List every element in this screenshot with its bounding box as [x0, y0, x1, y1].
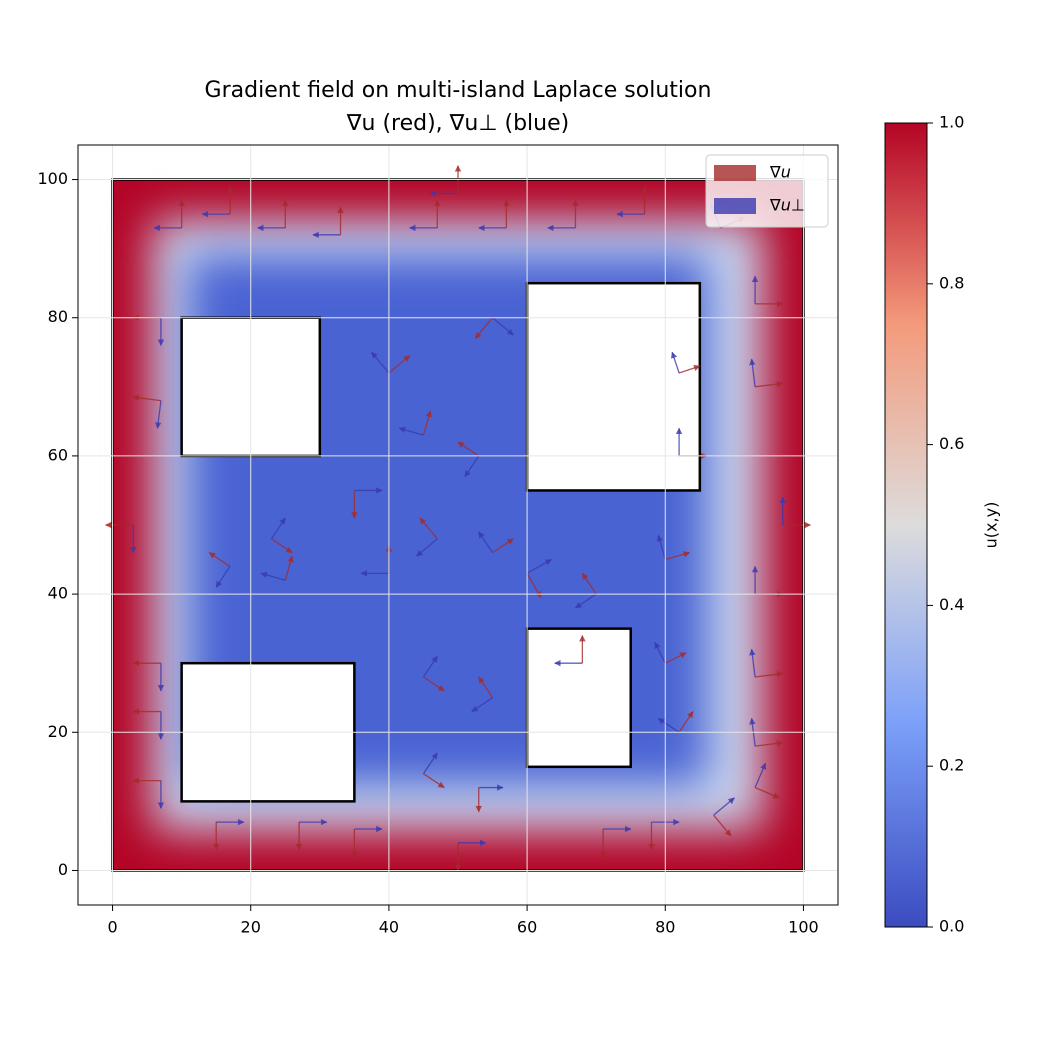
perp-arrow [657, 717, 680, 733]
x-tick-label: 80 [655, 918, 675, 937]
gradient-arrow [271, 538, 293, 554]
gradient-arrow [419, 517, 438, 540]
colorbar-tick-label: 0.4 [939, 595, 964, 614]
perp-arrow [713, 797, 735, 816]
perp-arrow [270, 517, 286, 540]
colorbar [884, 122, 928, 928]
y-tick-label: 80 [48, 307, 68, 326]
perp-arrow [260, 571, 286, 581]
gradient-arrow [492, 538, 514, 554]
legend-swatch [714, 165, 756, 181]
legend-label: ∇u⊥ [769, 196, 805, 215]
gradient-arrow [474, 317, 494, 339]
gradient-arrow [208, 552, 231, 567]
y-tick-label: 40 [48, 584, 68, 603]
gradient-arrow [423, 773, 445, 789]
perp-arrow [422, 752, 438, 775]
gradient-arrow [478, 676, 494, 699]
gradient-arrow [678, 364, 701, 374]
perp-arrow [471, 697, 493, 713]
perp-arrow [464, 455, 480, 478]
island [525, 627, 632, 769]
gradient-arrow [713, 814, 732, 837]
perp-arrow [371, 351, 390, 374]
gradient-arrow [388, 355, 411, 374]
perp-arrow [749, 358, 756, 387]
y-tick-label: 100 [37, 169, 68, 188]
gradient-arrow [754, 786, 780, 799]
perp-arrow [416, 538, 438, 557]
legend-label: ∇u [769, 163, 791, 182]
x-tick-label: 40 [379, 918, 399, 937]
gradient-arrow [678, 711, 694, 733]
perp-arrow [656, 534, 666, 560]
x-tick-label: 20 [241, 918, 261, 937]
gradient-arrow [422, 410, 432, 436]
perp-arrow [749, 648, 756, 678]
colorbar-label: u(x,y) [982, 502, 1001, 549]
colorbar-tick-label: 1.0 [939, 113, 964, 132]
perp-arrow [154, 400, 162, 429]
y-tick-label: 60 [48, 445, 68, 464]
colorbar-tick-label: 0.6 [939, 434, 964, 453]
perp-arrow [654, 641, 666, 664]
perp-arrow [398, 426, 424, 436]
gradient-arrow [665, 551, 691, 561]
legend-swatch [714, 198, 756, 214]
gradient-arrow [457, 441, 480, 457]
perp-arrow [670, 351, 680, 374]
perp-arrow [492, 317, 514, 336]
x-tick-label: 100 [788, 918, 819, 937]
x-tick-label: 0 [107, 918, 117, 937]
gradient-arrow [755, 740, 784, 747]
perp-arrow [422, 655, 438, 678]
colorbar-tick-label: 0.0 [939, 917, 964, 936]
island [525, 281, 702, 492]
gradient-arrow [664, 652, 687, 664]
gradient-arrow [132, 394, 161, 402]
colorbar-tick-label: 0.2 [939, 756, 964, 775]
x-tick-label: 60 [517, 918, 537, 937]
perp-arrow [215, 566, 231, 588]
perp-arrow [478, 531, 494, 553]
gradient-arrow [755, 380, 784, 388]
gradient-arrow [423, 676, 445, 692]
perp-arrow [526, 558, 552, 574]
chart-title: Gradient field on multi-island Laplace s… [205, 78, 712, 103]
gradient-arrow [581, 572, 597, 595]
gradient-arrow [755, 671, 784, 678]
perp-arrow [574, 593, 597, 609]
colorbar-tick-label: 0.8 [939, 273, 964, 292]
y-tick-label: 0 [58, 860, 68, 879]
chart-subtitle: ∇u (red), ∇u⊥ (blue) [346, 111, 569, 136]
gradient-arrow [526, 573, 542, 599]
perp-arrow [754, 762, 767, 788]
gradient-arrow [284, 555, 294, 581]
axes-frame [77, 144, 839, 906]
y-tick-label: 20 [48, 722, 68, 741]
